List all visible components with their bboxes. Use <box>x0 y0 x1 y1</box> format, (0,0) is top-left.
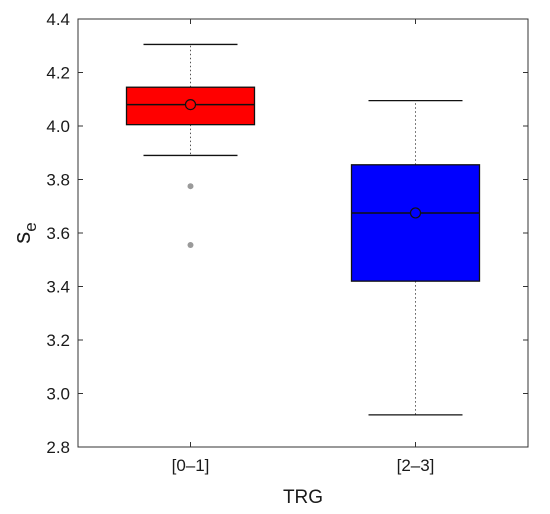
mean-marker <box>409 207 422 219</box>
box-iqr <box>350 164 481 282</box>
y-tick-label: 2.8 <box>46 438 70 457</box>
boxes-layer <box>125 43 481 416</box>
y-tick-label: 3.4 <box>46 278 70 297</box>
y-tick-label: 3.0 <box>46 385 70 404</box>
y-tick-label: 3.8 <box>46 171 70 190</box>
y-tick-label: 3.6 <box>46 224 70 243</box>
outlier-point <box>187 242 194 249</box>
y-axis-label-subscript: e <box>21 222 40 231</box>
y-tick-label: 4.4 <box>46 10 70 29</box>
y-axis-label: se <box>9 222 40 243</box>
x-axis: [0–1] [2–3] <box>172 19 435 475</box>
outlier-point <box>187 183 194 190</box>
y-tick-label: 4.2 <box>46 64 70 83</box>
x-tick-label: [0–1] <box>172 456 210 475</box>
x-tick-label: [2–3] <box>397 456 435 475</box>
y-tick-label: 4.0 <box>46 117 70 136</box>
x-axis-label: TRG <box>283 487 323 508</box>
box-1 <box>125 43 256 249</box>
box-2 <box>350 99 481 416</box>
y-tick-label: 3.2 <box>46 331 70 350</box>
y-axis-label-main: s <box>9 232 36 244</box>
y-axis: 2.8 3.0 3.2 3.4 3.6 3.8 4.0 4.2 4.4 <box>46 10 528 457</box>
mean-marker <box>184 98 197 111</box>
